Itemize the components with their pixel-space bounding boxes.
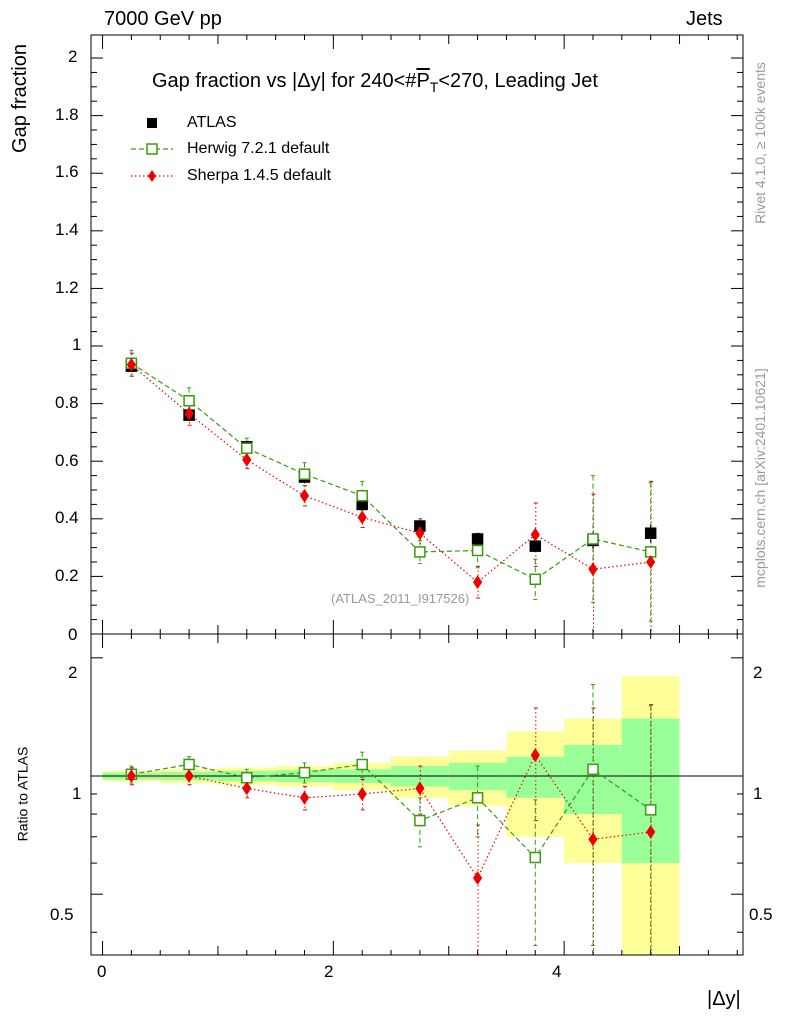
ratio-bands bbox=[102, 675, 680, 955]
ratio-sherpa-point bbox=[299, 790, 310, 805]
atlas-point bbox=[644, 527, 657, 539]
ratio-herwig-line bbox=[131, 763, 652, 859]
legend-label-atlas: ATLAS bbox=[187, 114, 237, 131]
title-part-p: P bbox=[416, 70, 430, 92]
main-y-axis-label: Gap fraction bbox=[8, 44, 31, 153]
main-ytick-1.8: 1.8 bbox=[55, 105, 79, 124]
legend-label-sherpa: Sherpa 1.4.5 default bbox=[187, 167, 332, 184]
ratio-ytick-left-1: 1 bbox=[72, 784, 82, 803]
sherpa-point bbox=[415, 526, 425, 541]
side-note-rivet: Rivet 4.1.0, ≥ 100k events bbox=[752, 62, 768, 224]
ratio-sherpa-point bbox=[184, 769, 194, 783]
main-ytick-0: 0 bbox=[68, 625, 78, 644]
main-ytick-1.4: 1.4 bbox=[55, 220, 79, 239]
xtick-4: 4 bbox=[552, 962, 562, 981]
main-ytick-0.6: 0.6 bbox=[55, 451, 79, 470]
ratio-y-axis-label: Ratio to ATLAS bbox=[14, 746, 31, 842]
ratio-sherpa-line bbox=[131, 753, 651, 880]
ratio-herwig-point bbox=[644, 804, 657, 816]
ratio-ytick-right-2: 2 bbox=[753, 663, 763, 682]
sherpa-point bbox=[646, 555, 656, 569]
atlas-point bbox=[471, 533, 484, 545]
ratio-herwig-point bbox=[414, 814, 426, 827]
ratio-herwig-point bbox=[587, 763, 599, 776]
ratio-sherpa-point bbox=[588, 832, 598, 847]
legend-sherpa-marker bbox=[148, 170, 156, 182]
ratio-ytick-left-2: 2 bbox=[68, 663, 78, 682]
ratio-band-green bbox=[564, 744, 622, 815]
legend-atlas-marker bbox=[147, 118, 157, 128]
sherpa-point bbox=[126, 357, 136, 372]
herwig-point bbox=[587, 533, 599, 545]
herwig-point bbox=[414, 546, 426, 558]
main-ytick-1.2: 1.2 bbox=[55, 278, 79, 297]
herwig-point bbox=[183, 394, 195, 407]
ratio-herwig-point bbox=[241, 771, 253, 784]
ratio-sherpa-point bbox=[415, 781, 425, 796]
side-note-mcplots: mcplots.cern.ch [arXiv:2401.10621] bbox=[752, 368, 768, 588]
legend-herwig-marker bbox=[146, 143, 158, 155]
axis-ticks bbox=[91, 35, 743, 955]
ratio-herwig-point bbox=[471, 792, 484, 804]
sherpa-point bbox=[357, 510, 367, 525]
ratio-sherpa-point bbox=[357, 787, 367, 801]
header-left: 7000 GeV pp bbox=[104, 8, 222, 30]
herwig-point bbox=[298, 468, 311, 480]
herwig-point bbox=[241, 442, 253, 455]
main-ytick-1.6: 1.6 bbox=[55, 162, 79, 181]
sherpa-point bbox=[588, 562, 598, 577]
legend-label-herwig: Herwig 7.2.1 default bbox=[187, 140, 330, 157]
watermark: (ATLAS_2011_I917526) bbox=[331, 591, 470, 606]
ratio-sherpa-point bbox=[472, 871, 483, 885]
ratio-sherpa-point bbox=[242, 781, 252, 796]
sherpa-point bbox=[530, 527, 540, 542]
ratio-sherpa-point bbox=[530, 748, 540, 763]
ratio-herwig-point bbox=[183, 758, 195, 771]
main-ytick-0.2: 0.2 bbox=[55, 566, 79, 585]
xtick-2: 2 bbox=[324, 962, 334, 981]
main-ytick-1: 1 bbox=[72, 335, 82, 354]
herwig-point bbox=[529, 573, 542, 586]
sherpa-point bbox=[242, 452, 252, 467]
header-right: Jets bbox=[686, 8, 723, 30]
atlas-point bbox=[529, 540, 542, 552]
ratio-sherpa-point bbox=[646, 825, 656, 839]
herwig-line bbox=[131, 362, 651, 580]
title-part-t: T bbox=[429, 79, 439, 95]
main-ytick-0.4: 0.4 bbox=[55, 508, 79, 527]
xtick-0: 0 bbox=[97, 962, 107, 981]
ratio-herwig-point bbox=[298, 766, 311, 779]
chart-title: Gap fraction vs |Δy| for 240<#PT<270, Le… bbox=[152, 70, 598, 95]
ratio-ytick-left-0.5: 0.5 bbox=[50, 905, 74, 924]
herwig-point bbox=[471, 544, 484, 557]
sherpa-line bbox=[131, 364, 651, 583]
sherpa-point bbox=[299, 488, 310, 503]
ratio-ytick-right-0.5: 0.5 bbox=[749, 905, 773, 924]
data-marks bbox=[125, 349, 657, 956]
title-part-post: <270, Leading Jet bbox=[438, 70, 598, 92]
title-part-pre: Gap fraction vs |Δy| for 240<# bbox=[152, 70, 417, 92]
x-axis-label: |Δy| bbox=[707, 988, 741, 1010]
herwig-point bbox=[356, 490, 368, 502]
ratio-herwig-point bbox=[356, 758, 368, 771]
legend-marks bbox=[131, 118, 173, 182]
main-ytick-2: 2 bbox=[68, 47, 78, 66]
ratio-plot-frame bbox=[90, 633, 744, 956]
ratio-ytick-right-1: 1 bbox=[753, 784, 763, 803]
ratio-sherpa-point bbox=[126, 769, 136, 783]
main-ytick-0.8: 0.8 bbox=[55, 393, 79, 412]
ratio-herwig-point bbox=[529, 851, 542, 864]
sherpa-point bbox=[472, 575, 483, 590]
sherpa-point bbox=[184, 406, 194, 421]
